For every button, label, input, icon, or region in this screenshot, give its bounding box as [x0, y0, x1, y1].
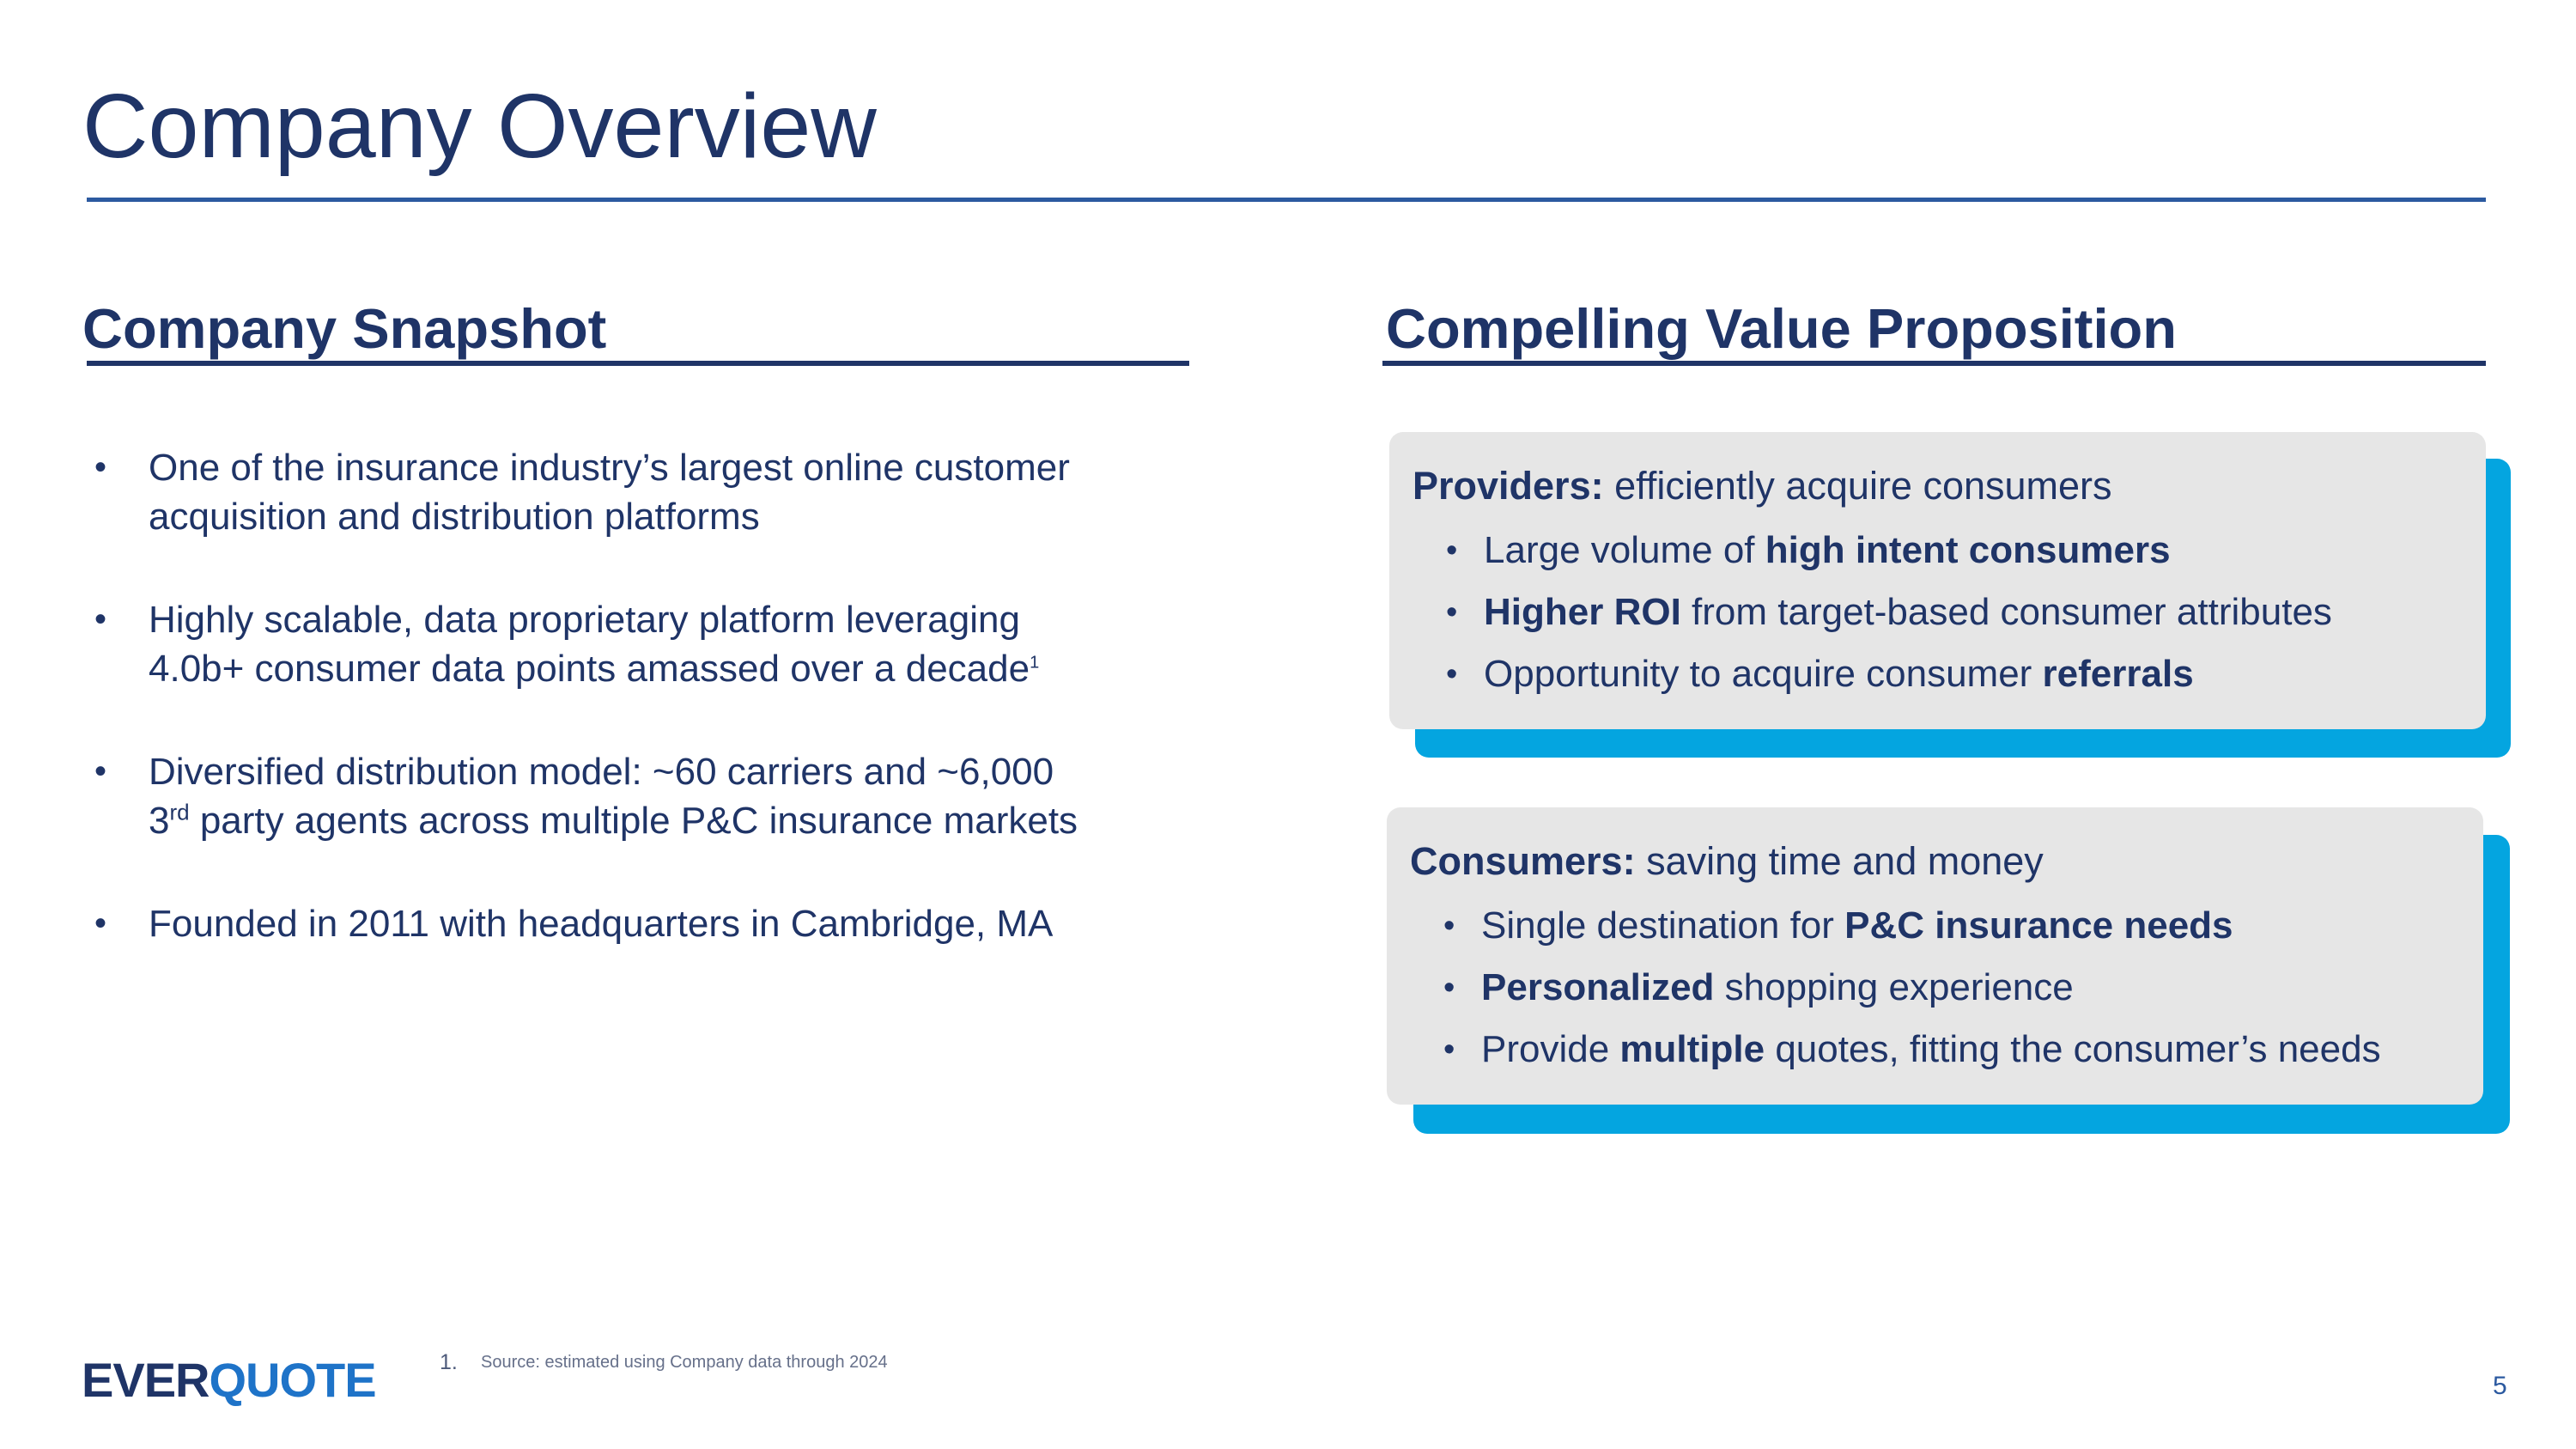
bullet-dot: •: [1443, 908, 1455, 944]
item-emphasis: Personalized: [1481, 966, 1715, 1008]
bullet-line: Diversified distribution model: ~60 carr…: [149, 751, 1054, 793]
item-emphasis: Higher ROI: [1484, 591, 1681, 633]
bullet-dot: •: [94, 600, 107, 638]
footnote-number: 1.: [440, 1350, 458, 1374]
bullet-text: One of the insurance industry’s largest …: [149, 443, 1211, 541]
page-title: Company Overview: [82, 76, 877, 177]
item-text: from target-based consumer attributes: [1680, 591, 2332, 633]
bullet-line: Highly scalable, data proprietary platfo…: [149, 599, 1020, 641]
bullet-line: One of the insurance industry’s largest …: [149, 447, 1070, 489]
snapshot-bullet-platform: • One of the insurance industry’s larges…: [94, 443, 1211, 541]
item-text: quotes, fitting the consumer’s needs: [1765, 1028, 2381, 1070]
providers-card-heading: Providers: efficiently acquire consumers: [1413, 458, 2486, 514]
title-divider: [87, 198, 2486, 202]
bullet-dot: •: [1446, 533, 1458, 569]
consumers-card-heading: Consumers: saving time and money: [1410, 833, 2483, 890]
snapshot-bullet-founded: • Founded in 2011 with headquarters in C…: [94, 899, 1211, 948]
bullet-line: 4.0b+ consumer data points amassed over …: [149, 648, 1030, 690]
company-snapshot-divider: [87, 361, 1189, 366]
item-emphasis: referrals: [2042, 653, 2194, 695]
bullet-dot: •: [94, 904, 107, 942]
consumers-item-personalized: • Personalized shopping experience: [1410, 957, 2483, 1019]
consumers-item-destination: • Single destination for P&C insurance ne…: [1410, 895, 2483, 957]
item-emphasis: high intent consumers: [1765, 529, 2171, 571]
providers-item-roi: • Higher ROI from target-based consumer a…: [1413, 581, 2486, 643]
providers-item-volume: • Large volume of high intent consumers: [1413, 520, 2486, 581]
bullet-dot: •: [1446, 656, 1458, 692]
footnote-text: Source: estimated using Company data thr…: [481, 1353, 888, 1372]
company-snapshot-heading: Company Snapshot: [82, 297, 607, 360]
bullet-dot: •: [94, 448, 107, 486]
logo-text-ever: EVER: [82, 1353, 210, 1407]
consumers-description: saving time and money: [1635, 839, 2044, 883]
consumers-card: Consumers: saving time and money • Single…: [1387, 807, 2483, 1105]
providers-card: Providers: efficiently acquire consumers…: [1389, 432, 2486, 729]
item-text: Opportunity to acquire consumer: [1484, 653, 2043, 695]
value-proposition-heading: Compelling Value Proposition: [1386, 297, 2177, 360]
bullet-text: Highly scalable, data proprietary platfo…: [149, 595, 1211, 693]
consumers-label: Consumers:: [1410, 839, 1636, 883]
providers-description: efficiently acquire consumers: [1603, 464, 2112, 508]
consumers-item-quotes: • Provide multiple quotes, fitting the co…: [1410, 1019, 2483, 1081]
logo-text-quote: QUOTE: [209, 1353, 377, 1407]
bullet-dot: •: [1443, 1032, 1455, 1068]
snapshot-bullet-distribution: • Diversified distribution model: ~60 ca…: [94, 747, 1211, 845]
bullet-dot: •: [1443, 970, 1455, 1006]
item-text: Single destination for: [1481, 904, 1845, 947]
providers-label: Providers:: [1413, 464, 1604, 508]
company-snapshot-list: • One of the insurance industry’s larges…: [94, 443, 1211, 948]
item-text: Provide: [1481, 1028, 1620, 1070]
bullet-text: Founded in 2011 with headquarters in Cam…: [149, 899, 1211, 948]
bullet-text: Diversified distribution model: ~60 carr…: [149, 747, 1211, 845]
page-number: 5: [2493, 1372, 2507, 1400]
providers-list: • Large volume of high intent consumers •…: [1413, 520, 2486, 705]
bullet-line: acquisition and distribution platforms: [149, 496, 760, 538]
bullet-line: 3: [149, 800, 170, 842]
item-emphasis: multiple: [1619, 1028, 1765, 1070]
providers-item-referrals: • Opportunity to acquire consumer referra…: [1413, 643, 2486, 705]
item-emphasis: P&C insurance needs: [1844, 904, 2233, 947]
snapshot-bullet-data: • Highly scalable, data proprietary plat…: [94, 595, 1211, 693]
bullet-dot: •: [1446, 594, 1458, 630]
ordinal-suffix: rd: [169, 799, 190, 825]
item-text: Large volume of: [1484, 529, 1765, 571]
footnote-ref: 1: [1030, 653, 1040, 673]
bullet-line: Founded in 2011 with headquarters in Cam…: [149, 903, 1054, 945]
everquote-logo: EVERQUOTE: [82, 1353, 377, 1407]
bullet-line: party agents across multiple P&C insuran…: [189, 800, 1078, 842]
bullet-dot: •: [94, 752, 107, 790]
item-text: shopping experience: [1714, 966, 2074, 1008]
consumers-list: • Single destination for P&C insurance ne…: [1410, 895, 2483, 1081]
value-proposition-divider: [1382, 361, 2486, 366]
